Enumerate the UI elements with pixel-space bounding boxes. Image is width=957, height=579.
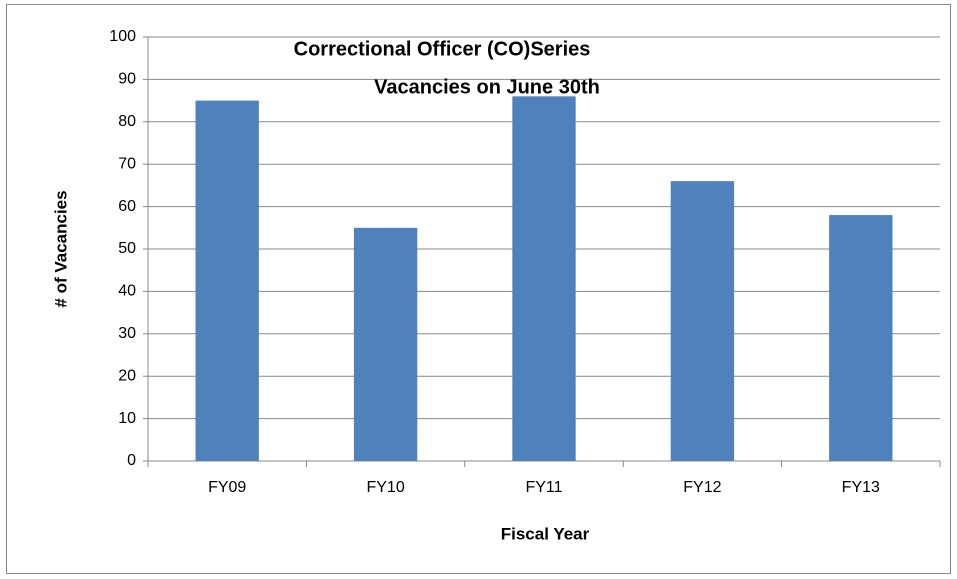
chart-title: Correctional Officer (CO)Series <box>294 38 591 60</box>
y-tick-label: 70 <box>118 155 136 172</box>
y-tick-label: 80 <box>118 113 136 130</box>
bar <box>512 96 576 462</box>
bar <box>829 215 893 461</box>
x-tick-label: FY13 <box>842 479 880 496</box>
y-tick-label: 50 <box>118 240 136 257</box>
y-tick-label: 30 <box>118 325 136 342</box>
x-tick-label: FY11 <box>525 479 562 496</box>
bar <box>195 100 259 461</box>
x-tick-label: FY09 <box>208 479 246 496</box>
y-tick-label: 90 <box>118 71 136 88</box>
y-tick-label: 40 <box>118 283 136 300</box>
y-tick-label: 20 <box>118 367 136 384</box>
x-tick-label: FY10 <box>366 479 404 496</box>
chart-title: Vacancies on June 30th <box>374 76 600 98</box>
y-tick-label: 10 <box>118 410 136 427</box>
y-tick-label: 60 <box>118 198 136 215</box>
bar <box>670 181 735 461</box>
y-tick-label: 100 <box>109 28 136 45</box>
y-axis-title: # of Vacancies <box>51 190 70 307</box>
x-tick-label: FY12 <box>683 479 721 496</box>
bar <box>353 227 418 461</box>
chart-border <box>6 4 951 574</box>
x-axis-title: Fiscal Year <box>501 524 590 543</box>
y-tick-label: 0 <box>127 452 136 469</box>
